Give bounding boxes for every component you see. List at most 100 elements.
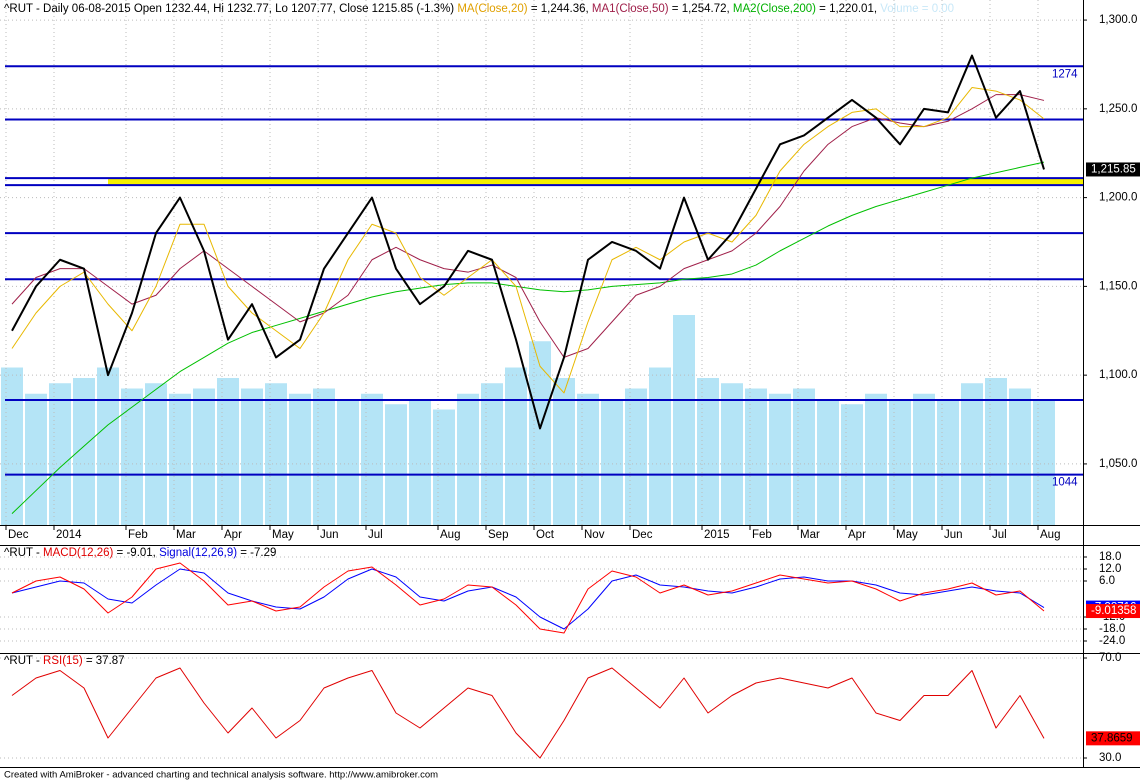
volume-bar	[1, 367, 23, 525]
y-tick-label: 30.0	[1099, 752, 1121, 764]
y-tick-label: 18.0	[1099, 551, 1121, 563]
x-tick-label: Jun	[944, 529, 963, 541]
y-tick-label: 1,250.0	[1099, 103, 1137, 115]
volume-bar	[313, 388, 335, 525]
volume-bar	[1033, 399, 1055, 525]
x-tick-label: Oct	[536, 529, 555, 541]
series-line	[11, 562, 1045, 634]
volume-bar	[97, 367, 119, 525]
support-band	[108, 178, 1083, 186]
title-part: = 1,254.72,	[669, 3, 733, 15]
volume-bar	[385, 404, 407, 525]
y-tick-label: 12.0	[1099, 563, 1121, 575]
title-part: ^RUT - Daily 06-08-2015 Open 1232.44, Hi…	[4, 3, 457, 15]
x-tick-label: Feb	[752, 529, 772, 541]
title-part: MA2(Close,200)	[733, 3, 816, 15]
x-tick-label: Feb	[128, 529, 148, 541]
volume-bar	[49, 383, 71, 525]
volume-bar	[433, 409, 455, 525]
footer: Created with AmiBroker - advanced charti…	[4, 770, 438, 781]
x-tick-label: Dec	[8, 529, 29, 541]
title-part: MA1(Close,50)	[592, 3, 669, 15]
volume-bar	[481, 383, 503, 525]
volume-bar	[361, 393, 383, 525]
y-tick-label: -18.0	[1099, 623, 1125, 635]
series-line	[11, 667, 1045, 759]
series-line	[11, 161, 1045, 515]
title-part: = 1,220.01,	[816, 3, 880, 15]
x-tick-label: Jul	[992, 529, 1007, 541]
volume-bar	[337, 399, 359, 525]
volume-bar	[793, 388, 815, 525]
panes: 1,300.0 1,250.0 1,200.0 1,150.0 1,100.0 1,050…	[0, 0, 1140, 764]
value-tag	[1086, 731, 1140, 746]
y-tick-label: 1,200.0	[1099, 192, 1137, 204]
volume-bar	[73, 378, 95, 525]
title-part: Signal(12,26,9)	[159, 547, 237, 559]
y-tick-label: 1,300.0	[1099, 14, 1137, 26]
volume-bar	[601, 399, 623, 525]
x-tick-label: Apr	[848, 529, 866, 541]
value-tag-label: 37.8659	[1091, 732, 1133, 744]
x-tick-label: Dec	[632, 529, 653, 541]
title-part: MACD(12,26)	[43, 547, 113, 559]
volume-bar	[673, 315, 695, 525]
value-tag-label: 1,215.85	[1091, 163, 1136, 175]
volume-bar	[577, 393, 599, 525]
series-line	[11, 87, 1045, 394]
volume-bar	[193, 388, 215, 525]
x-tick-label: May	[896, 529, 918, 541]
volume-bar	[913, 393, 935, 525]
volume-bar	[841, 404, 863, 525]
title-part: Volume = 0.00	[880, 3, 954, 15]
volume-bar	[25, 393, 47, 525]
volume-bar	[937, 399, 959, 525]
volume-bar	[505, 367, 527, 525]
x-tick-label: Nov	[584, 529, 605, 541]
y-tick-label: 1,050.0	[1099, 458, 1137, 470]
x-tick-label: Aug	[440, 529, 460, 541]
y-tick-label: 6.0	[1099, 575, 1115, 587]
x-tick-label: Mar	[176, 529, 196, 541]
value-tag	[1086, 604, 1140, 619]
series-line	[11, 568, 1045, 630]
volume-bar	[1009, 388, 1031, 525]
volume-bar	[721, 383, 743, 525]
pane-title: ^RUT - Daily 06-08-2015 Open 1232.44, Hi…	[4, 3, 954, 15]
title-part: = -9.01,	[113, 547, 159, 559]
series-line	[11, 54, 1045, 430]
volume-bar	[769, 393, 791, 525]
volume-bar	[745, 388, 767, 525]
volume-bar	[889, 399, 911, 525]
pane-title: ^RUT - MACD(12,26) = -9.01, Signal(12,26…	[4, 547, 276, 559]
y-tick-label: 1,150.0	[1099, 280, 1137, 292]
volume-bar	[961, 383, 983, 525]
volume-bar	[817, 399, 839, 525]
volume-bar	[625, 388, 647, 525]
volume-bar	[457, 393, 479, 525]
volume-bar	[145, 383, 167, 525]
x-tick-label: Mar	[800, 529, 820, 541]
title-part: = 1,244.36,	[528, 3, 592, 15]
y-tick-label: 70.0	[1099, 652, 1121, 664]
x-tick-label: May	[272, 529, 294, 541]
level-label: 1044	[1052, 477, 1078, 489]
volume-bar	[649, 367, 671, 525]
volume-bar	[553, 378, 575, 525]
volume-bar	[409, 399, 431, 525]
volume-bar	[265, 383, 287, 525]
x-tick-label: Aug	[1040, 529, 1060, 541]
volume-bar	[289, 393, 311, 525]
x-tick-label: Jul	[368, 529, 383, 541]
series-line	[11, 94, 1045, 358]
level-label: 1274	[1052, 68, 1078, 80]
x-tick-label: Apr	[224, 529, 242, 541]
title-part: ^RUT -	[4, 547, 43, 559]
x-tick-label: 2015	[704, 529, 730, 541]
y-tick-label: -24.0	[1099, 635, 1125, 647]
value-tag-label: -9.01358	[1091, 605, 1136, 617]
title-part: MA(Close,20)	[457, 3, 527, 15]
title-part: = -7.29	[237, 547, 276, 559]
